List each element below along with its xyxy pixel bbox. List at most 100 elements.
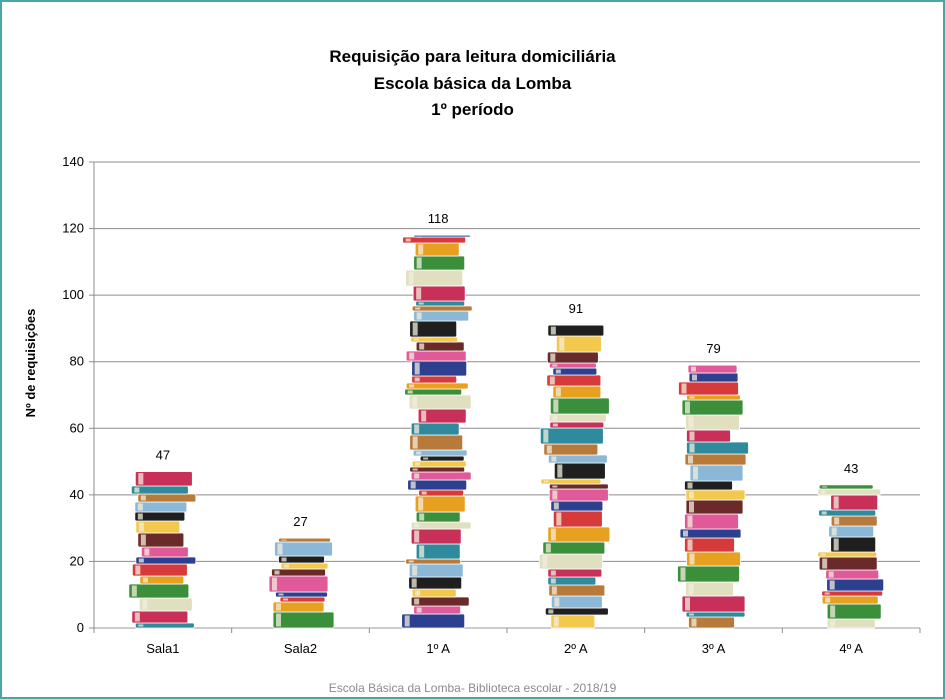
book-pages <box>144 548 150 556</box>
book-segment <box>679 528 742 539</box>
book-pages <box>693 466 698 480</box>
book-segment <box>543 443 599 456</box>
book-segment <box>544 607 609 616</box>
x-axis-labels: Sala1 Sala2 1º A 2º A 3º A 4º A <box>146 641 863 656</box>
x-tick-label: 2º A <box>564 641 588 656</box>
book-segment <box>684 513 739 530</box>
book-pages <box>552 485 558 488</box>
bar-1 <box>128 471 197 629</box>
book-pages <box>688 455 693 464</box>
bar-5 <box>677 364 749 629</box>
book-pages <box>135 565 141 575</box>
book-pages <box>552 364 558 367</box>
book-pages <box>822 486 828 488</box>
gridlines <box>89 161 921 633</box>
book-segment <box>413 310 470 322</box>
book-segment <box>685 414 740 431</box>
book-pages <box>418 244 424 255</box>
book-pages <box>276 603 281 611</box>
book-segment <box>408 394 472 410</box>
book-pages <box>689 431 695 441</box>
y-tick-label: 120 <box>62 221 84 236</box>
book-pages <box>545 543 551 553</box>
book-pages <box>421 410 427 422</box>
y-tick-label: 60 <box>70 420 84 435</box>
bar-2 <box>268 537 335 629</box>
data-labels: 47 27 118 91 79 43 <box>156 211 859 529</box>
book-pages <box>405 238 411 242</box>
book-segment <box>818 556 878 571</box>
book-pages <box>687 482 693 489</box>
book-pages <box>414 424 420 434</box>
book-segment <box>684 453 747 466</box>
book-segment <box>542 541 606 555</box>
book-segment <box>685 489 746 501</box>
book-pages <box>831 527 837 536</box>
book-segment <box>678 381 739 396</box>
book-segment <box>547 526 611 543</box>
book-pages <box>416 451 422 455</box>
chart-title-line-2: Escola básica da Lomba <box>373 74 572 93</box>
book-pages <box>276 613 281 627</box>
book-pages <box>414 598 420 605</box>
book-pages <box>416 607 422 613</box>
book-pages <box>557 464 563 478</box>
book-pages <box>414 473 420 479</box>
book-pages <box>552 423 558 427</box>
book-pages <box>419 513 425 521</box>
book-pages <box>546 445 552 454</box>
book-pages <box>138 624 144 627</box>
book-pages <box>272 577 277 591</box>
book-pages <box>824 592 830 595</box>
book-pages <box>415 307 421 310</box>
book-pages <box>542 555 548 568</box>
book-segment <box>272 611 335 629</box>
data-label: 47 <box>156 448 170 463</box>
book-segment <box>411 305 473 312</box>
book-segment <box>818 484 874 490</box>
book-segment <box>404 388 463 396</box>
book-pages <box>685 597 690 611</box>
book-pages <box>550 326 556 335</box>
book-pages <box>415 462 421 466</box>
book-segment <box>410 596 470 607</box>
book-segment <box>268 575 329 593</box>
book-pages <box>825 597 831 603</box>
book-pages <box>418 497 424 511</box>
book-pages <box>277 543 283 555</box>
book-segment <box>401 613 466 629</box>
x-tick-label: 1º A <box>426 641 450 656</box>
book-segment <box>685 611 746 618</box>
book-pages <box>828 571 834 578</box>
bars <box>128 234 885 629</box>
book-pages <box>142 577 148 583</box>
book-segment <box>548 483 609 490</box>
book-pages <box>822 558 828 569</box>
y-axis-ticks: 0 20 40 60 80 100 120 140 <box>62 154 84 635</box>
book-pages <box>413 338 419 341</box>
book-segment <box>405 382 469 390</box>
book-pages <box>543 429 549 443</box>
book-pages <box>278 593 284 596</box>
book-segment <box>547 324 605 337</box>
y-tick-label: 100 <box>62 287 84 302</box>
book-segment <box>411 460 467 468</box>
book-segment <box>410 471 472 481</box>
book-segment <box>818 509 877 517</box>
book-segment <box>826 603 882 620</box>
book-pages <box>416 236 422 238</box>
book-pages <box>414 362 420 375</box>
book-pages <box>687 515 693 528</box>
book-segment <box>407 479 468 491</box>
book-pages <box>820 490 826 494</box>
data-label: 79 <box>706 341 720 356</box>
book-pages <box>409 384 415 388</box>
book-segment <box>821 590 884 597</box>
book-pages <box>689 443 695 453</box>
book-pages <box>552 490 558 500</box>
book-pages <box>554 597 560 607</box>
book-pages <box>415 590 421 596</box>
book-segment <box>687 364 738 374</box>
book-pages <box>689 396 695 399</box>
